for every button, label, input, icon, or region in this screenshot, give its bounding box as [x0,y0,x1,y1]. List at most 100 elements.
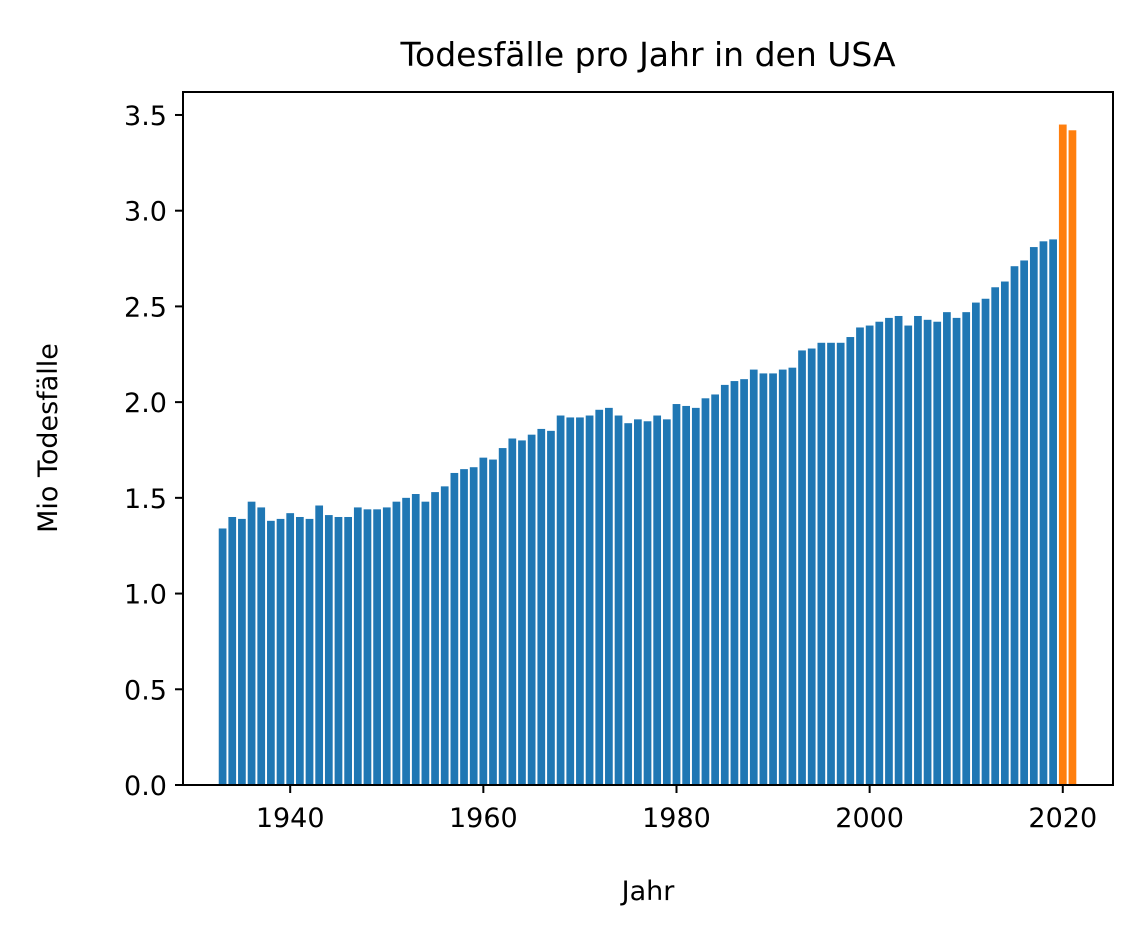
bar-1938 [267,520,275,785]
bar-2002 [885,317,893,785]
y-tick-label: 3.0 [124,197,167,228]
bar-1945 [334,516,343,785]
y-axis-label: Mio Todesfälle [33,343,64,533]
bar-1990 [769,373,777,785]
bar-1968 [556,415,565,785]
bar-1947 [353,507,362,785]
bar-1960 [479,457,488,785]
bar-2018 [1039,241,1048,785]
bar-2016 [1020,260,1029,785]
bar-1963 [508,438,517,785]
bar-2006 [923,319,932,785]
bar-1971 [585,415,594,785]
bar-1977 [643,421,652,785]
bar-1969 [566,417,575,785]
y-tick-label: 2.0 [124,388,167,419]
bar-2004 [904,325,913,785]
bar-1986 [730,381,739,785]
bar-1952 [402,497,410,785]
y-tick-label: 0.0 [124,771,167,802]
bar-2000 [865,325,874,785]
bar-1949 [373,509,381,785]
bar-1972 [595,409,604,785]
bar-1970 [576,417,584,785]
x-tick-label: 2000 [835,803,904,834]
bar-1962 [498,448,507,785]
bar-1946 [344,516,353,785]
bar-1983 [701,398,710,785]
bar-1966 [537,428,546,785]
x-axis: 1940 1960 1980 2000 2020 [256,785,1097,834]
y-tick-label: 1.5 [124,484,167,515]
bar-1951 [392,501,401,785]
x-axis-label: Jahr [620,876,676,907]
bar-1933 [218,528,227,785]
bar-1957 [450,472,459,785]
bar-2021 [1068,130,1077,785]
bar-1973 [605,407,613,785]
bar-1943 [315,505,324,785]
bar-1958 [460,469,468,785]
bar-2011 [972,302,980,785]
x-tick-label: 1940 [256,803,325,834]
bar-2003 [894,315,903,785]
bar-1989 [759,373,768,785]
bar-2015 [1010,266,1019,786]
bar-2012 [981,298,990,785]
bar-2020 [1058,124,1067,786]
bar-1998 [846,337,855,785]
bar-1941 [295,516,304,785]
bar-1934 [228,516,237,785]
bar-1953 [411,494,420,785]
bar-2009 [952,317,961,785]
bar-2010 [962,312,971,785]
bar-1965 [527,434,536,785]
bar-1992 [788,367,797,785]
bar-1976 [633,419,642,785]
bar-1939 [276,518,285,785]
bar-2019 [1049,239,1057,786]
bar-1996 [827,342,835,785]
x-tick-label: 1960 [449,803,518,834]
y-tick-label: 1.0 [124,580,167,611]
bar-1984 [711,394,719,785]
y-axis: 0.0 0.5 1.0 1.5 2.0 2.5 3.0 3.5 [124,101,183,802]
bar-1940 [286,513,295,785]
bar-1982 [691,407,700,785]
bar-1967 [547,430,555,785]
bar-1961 [489,459,497,785]
chart-title: Todesfälle pro Jahr in den USA [399,35,895,74]
bar-1959 [469,467,478,785]
bar-2014 [1000,281,1009,785]
bar-2001 [875,321,884,785]
bar-1979 [662,419,671,785]
bar-1975 [624,423,633,785]
y-tick-label: 3.5 [124,101,167,132]
bar-2008 [943,312,951,785]
y-tick-label: 0.5 [124,675,167,706]
bar-1987 [740,379,748,785]
bar-1964 [518,440,526,785]
bar-1995 [817,342,826,785]
bar-1993 [798,350,806,785]
bar-2007 [933,321,942,785]
bar-1994 [807,348,816,785]
bar-1988 [749,369,758,785]
bar-1935 [238,518,246,785]
bar-1991 [778,369,787,785]
bar-1936 [247,501,256,785]
bar-1980 [672,404,681,785]
bar-1937 [257,507,266,785]
bar-1948 [363,509,372,785]
bar-1981 [682,405,691,785]
bar-1955 [431,492,439,785]
bar-1985 [720,384,729,785]
bar-1944 [324,515,333,785]
bar-1950 [382,507,391,785]
x-tick-label: 2020 [1028,803,1097,834]
bar-2005 [914,315,922,785]
bar-1954 [421,501,430,785]
bar-1956 [440,486,449,785]
bar-1997 [836,342,845,785]
